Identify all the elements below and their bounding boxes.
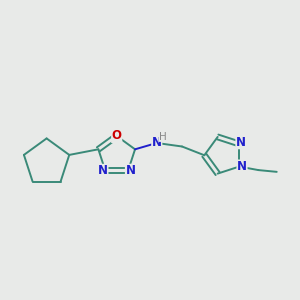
Text: N: N [236,136,246,149]
Text: H: H [159,132,167,142]
Text: N: N [98,164,108,177]
Text: O: O [112,130,122,142]
Text: N: N [237,160,247,173]
Text: N: N [125,164,136,177]
Text: N: N [152,136,162,149]
